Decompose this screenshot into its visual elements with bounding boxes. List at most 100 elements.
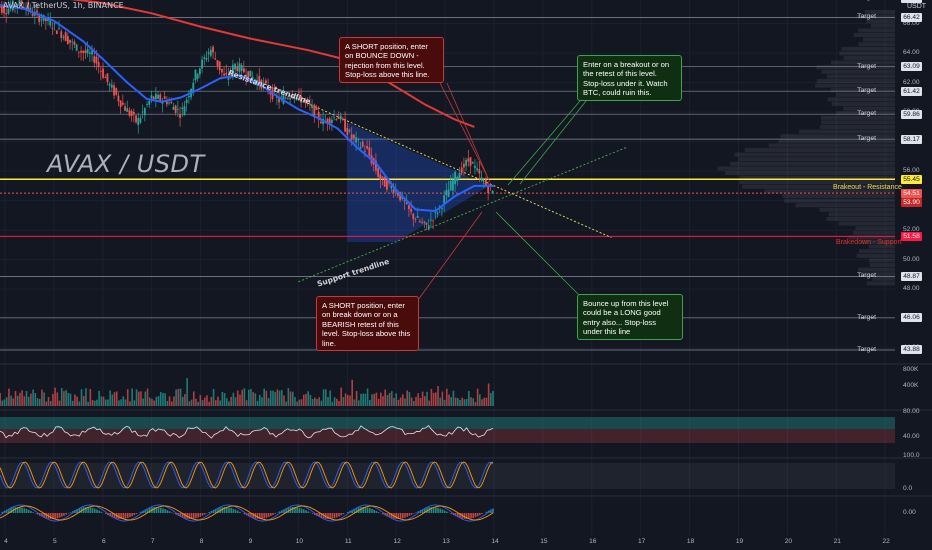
macd-histogram-bar xyxy=(470,513,472,519)
volume-bar xyxy=(309,394,312,406)
candle-body xyxy=(214,58,217,60)
candle-body xyxy=(73,41,76,45)
macd-histogram-bar xyxy=(267,513,270,518)
candle-body xyxy=(414,219,417,220)
macd-histogram-bar xyxy=(446,511,448,513)
candle-body xyxy=(174,105,177,113)
candle-body xyxy=(253,79,256,81)
macd-histogram-bar xyxy=(294,507,296,513)
macd-histogram-bar xyxy=(54,513,56,519)
macd-histogram-bar xyxy=(173,513,175,514)
volume-bar xyxy=(305,393,307,406)
candle-body xyxy=(423,221,426,223)
macd-histogram-bar xyxy=(32,512,34,513)
macd-histogram-bar xyxy=(437,507,439,513)
note-short-bounce[interactable]: A SHORT position, enter on BOUNCE DOWN -… xyxy=(339,37,444,83)
x-tick-label: 6 xyxy=(101,538,106,545)
volume-bar xyxy=(111,394,114,406)
macd-histogram-bar xyxy=(230,507,232,513)
macd-histogram-bar xyxy=(410,513,413,515)
candle-body xyxy=(491,190,494,194)
candle-body xyxy=(38,15,41,23)
volume-bar xyxy=(104,399,107,406)
volume-bar xyxy=(351,379,353,406)
volume-bar xyxy=(32,389,34,406)
macd-histogram-bar xyxy=(413,513,415,514)
macd-histogram-bar xyxy=(307,511,309,513)
volume-profile-bar xyxy=(826,74,895,79)
volume-bar xyxy=(490,393,492,406)
candle-body xyxy=(258,75,261,85)
note-long-bounce[interactable]: Bounce up from this level could be a LON… xyxy=(577,294,683,340)
volume-bar xyxy=(10,395,12,406)
macd-histogram-bar xyxy=(56,513,59,519)
candle-body xyxy=(348,130,351,132)
volume-bar xyxy=(76,396,78,406)
macd-histogram-bar xyxy=(85,507,87,513)
macd-histogram-bar xyxy=(261,513,263,519)
macd-histogram-bar xyxy=(25,508,28,513)
candle-body xyxy=(110,84,113,88)
macd-histogram-bar xyxy=(327,513,329,519)
volume-bar xyxy=(492,390,494,406)
candle-body xyxy=(436,213,439,214)
volume-bar xyxy=(170,401,173,406)
candle-body xyxy=(201,59,203,69)
stoch-tick-label: 0.0 xyxy=(903,485,913,492)
candle-body xyxy=(148,100,151,105)
volume-bar xyxy=(129,401,131,406)
macd-histogram-bar xyxy=(340,513,342,516)
candle-body xyxy=(256,79,258,84)
volume-bar xyxy=(177,388,180,406)
volume-bar xyxy=(168,396,171,406)
macd-histogram-bar xyxy=(256,513,259,519)
volume-profile-bar xyxy=(869,258,895,263)
x-tick-label: 19 xyxy=(735,538,744,545)
candle-body xyxy=(478,169,481,174)
candle-body xyxy=(29,7,32,10)
volume-bar xyxy=(443,399,446,406)
candle-body xyxy=(170,101,173,104)
volume-profile-bar xyxy=(819,207,895,212)
volume-bar xyxy=(373,393,375,406)
candle-body xyxy=(344,118,346,132)
macd-histogram-bar xyxy=(439,508,442,513)
volume-bar xyxy=(371,394,373,406)
target-label: Target xyxy=(857,135,876,143)
note-breakout-entry[interactable]: Enter on a breakout or on the retest of … xyxy=(577,55,682,101)
volume-bar xyxy=(49,401,52,406)
macd-histogram-bar xyxy=(192,513,195,519)
volume-bar xyxy=(479,394,481,406)
target-price-box: 63.09 xyxy=(901,62,922,72)
macd-histogram-bar xyxy=(76,509,78,513)
volume-profile-bar xyxy=(730,161,895,166)
macd-histogram-bar xyxy=(479,513,481,516)
volume-profile-bar xyxy=(856,14,895,19)
candle-body xyxy=(317,111,320,120)
macd-histogram-bar xyxy=(58,513,61,518)
volume-bar xyxy=(340,387,342,406)
macd-histogram-bar xyxy=(250,513,252,518)
candle-body xyxy=(368,147,371,156)
volume-bar xyxy=(195,398,197,406)
volume-bar xyxy=(349,395,351,406)
volume-bar xyxy=(390,391,393,406)
macd-histogram-bar xyxy=(364,507,367,513)
candle-body xyxy=(80,50,82,53)
candle-body xyxy=(84,50,87,54)
candle-body xyxy=(132,111,135,114)
candle-body xyxy=(286,98,289,100)
candle-body xyxy=(64,32,67,42)
volume-bar xyxy=(241,389,243,406)
volume-profile-bar xyxy=(725,171,895,175)
macd-histogram-bar xyxy=(179,513,182,517)
volume-bar xyxy=(267,398,270,406)
macd-histogram-bar xyxy=(71,511,74,513)
volume-profile-bar xyxy=(744,148,895,152)
candle-body xyxy=(452,180,454,191)
candle-body xyxy=(0,4,1,9)
candle-body xyxy=(130,110,133,117)
macd-histogram-bar xyxy=(318,513,320,517)
note-short-breakdown[interactable]: A SHORT position, enter on break down or… xyxy=(316,296,419,351)
